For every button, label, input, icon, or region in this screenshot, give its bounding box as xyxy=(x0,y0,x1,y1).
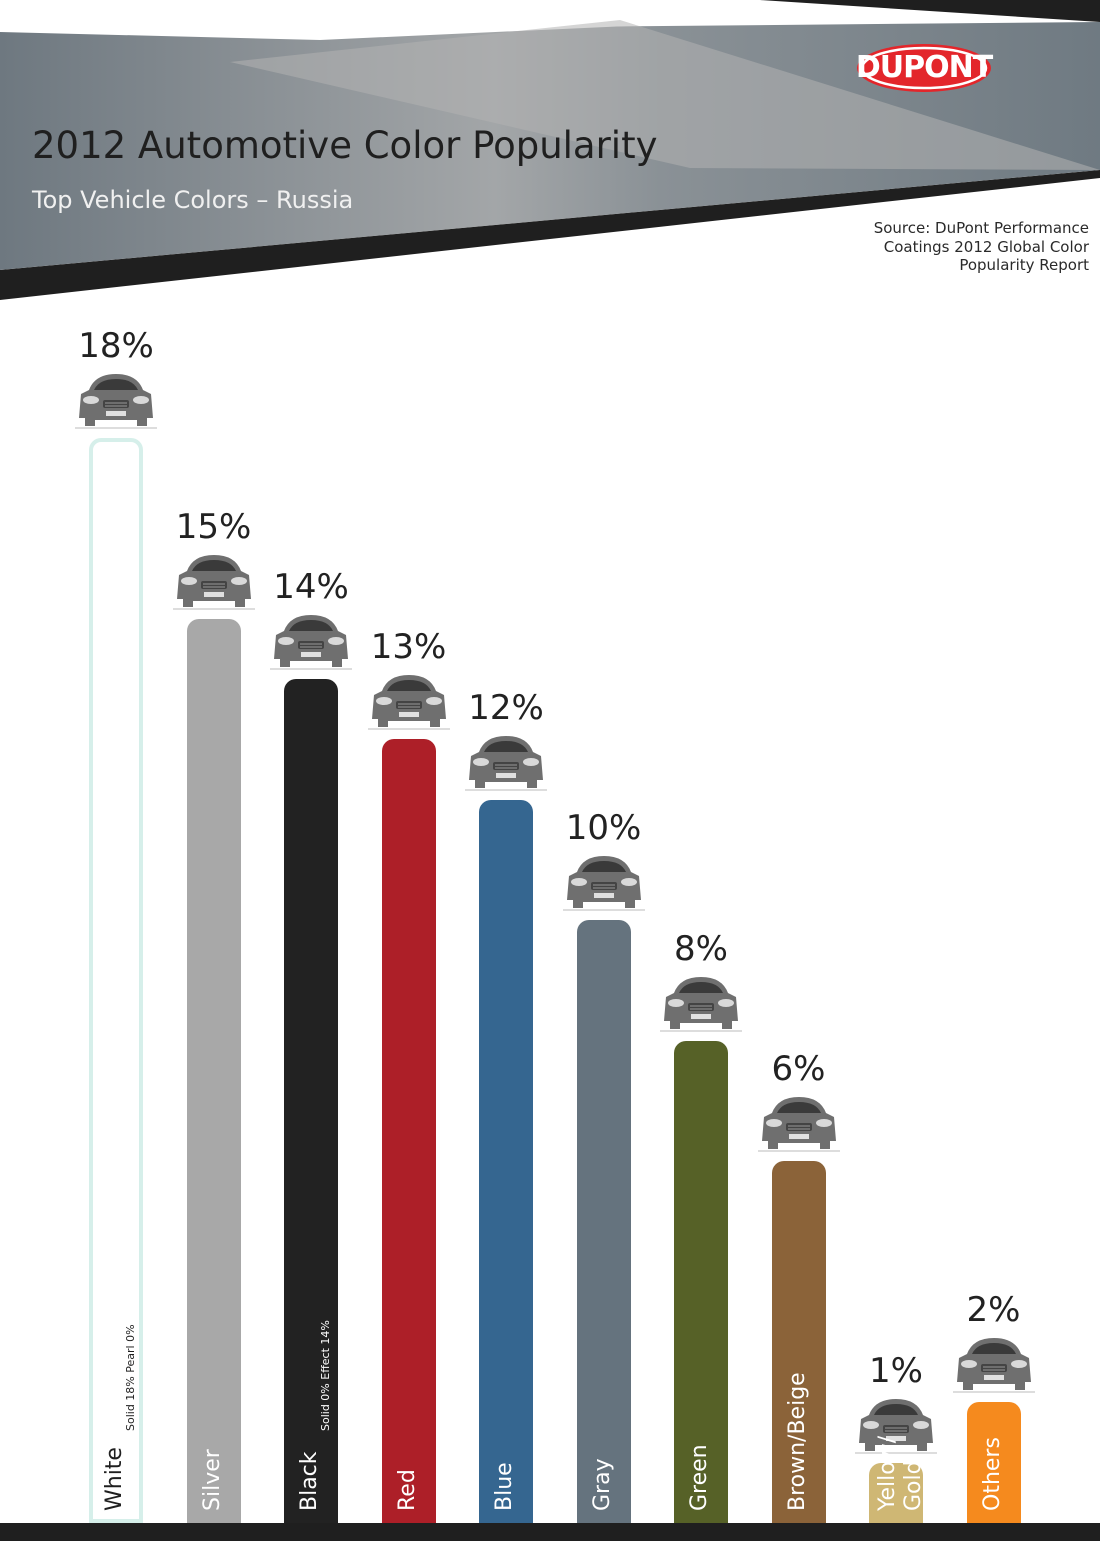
bar-silver xyxy=(186,618,241,1523)
chart-title: 2012 Automotive Color Popularity xyxy=(32,124,658,167)
category-label: Blue xyxy=(492,1462,517,1511)
category-label: Black xyxy=(297,1451,322,1511)
car-icon xyxy=(465,735,547,791)
chart-baseline xyxy=(0,1523,1100,1541)
value-label: 13% xyxy=(370,627,447,668)
car-icon xyxy=(952,1338,1035,1393)
value-label: 6% xyxy=(771,1049,826,1090)
chart-subtitle: Top Vehicle Colors – Russia xyxy=(32,186,354,214)
bar-brown-beige xyxy=(771,1161,826,1523)
category-label: Brown/Beige xyxy=(784,1372,810,1511)
car-icon xyxy=(270,615,352,670)
bar-others xyxy=(966,1402,1021,1523)
category-label: Yellow/Gold xyxy=(875,1435,926,1511)
source-note: Source: DuPont Performance Coatings 2012… xyxy=(873,219,1089,274)
category-label: Silver xyxy=(199,1449,225,1511)
bar-black xyxy=(284,679,338,1523)
value-label: 14% xyxy=(273,567,349,608)
car-icon xyxy=(367,675,450,730)
breakdown-label: Solid 0% Effect 14% xyxy=(319,1320,332,1431)
value-label: 1% xyxy=(869,1350,923,1391)
logo-text: DUPONT xyxy=(855,50,993,85)
bar-yellow-gold xyxy=(869,1462,923,1523)
bar-white xyxy=(89,438,143,1523)
value-label: 18% xyxy=(78,326,154,366)
bar-green xyxy=(674,1040,728,1523)
category-label: Others xyxy=(979,1437,1005,1511)
category-label: Gray xyxy=(589,1458,615,1511)
car-icon xyxy=(855,1398,937,1454)
header: 2012 Automotive Color Popularity Top Veh… xyxy=(0,0,1100,300)
header-banner xyxy=(0,0,1100,300)
value-label: 15% xyxy=(175,506,252,547)
car-icon xyxy=(660,976,742,1032)
category-label: Red xyxy=(394,1469,420,1511)
breakdown-label: Solid 18% Pearl 0% xyxy=(124,1324,137,1431)
car-icon xyxy=(757,1097,840,1152)
value-label: 2% xyxy=(966,1290,1021,1331)
car-icon xyxy=(562,856,645,911)
bar-blue xyxy=(479,799,533,1523)
value-label: 10% xyxy=(565,808,642,849)
bar-gray xyxy=(576,920,631,1523)
bar-red xyxy=(381,739,436,1523)
car-icon xyxy=(172,554,255,610)
value-label: 8% xyxy=(674,928,728,969)
category-label: White xyxy=(102,1447,127,1511)
value-label: 12% xyxy=(468,687,544,728)
category-label: Green xyxy=(687,1444,712,1511)
car-icon xyxy=(75,374,157,429)
dupont-logo: DUPONT xyxy=(855,42,993,94)
